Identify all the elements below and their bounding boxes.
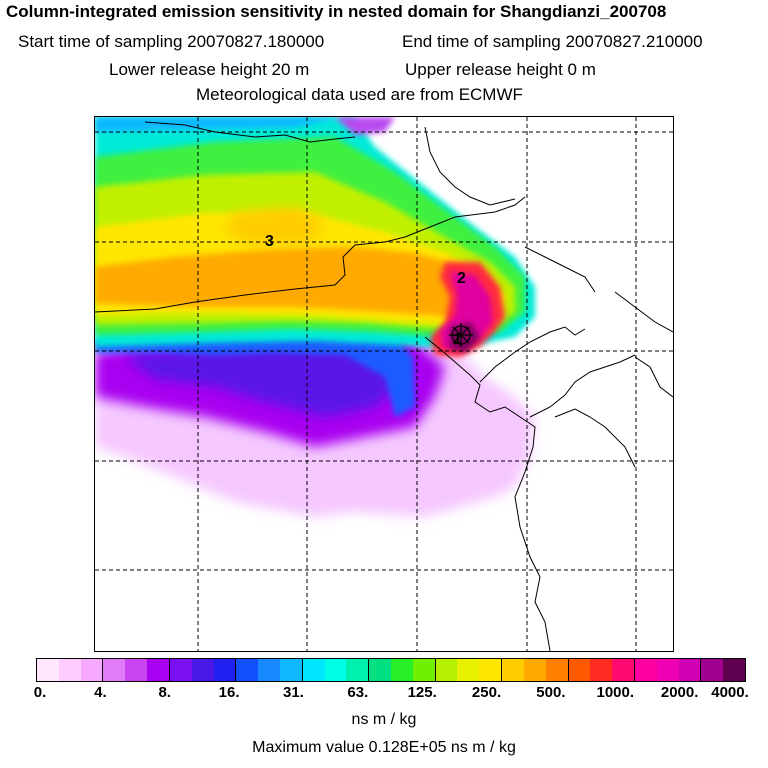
colorbar-tick-label: 8. [158,684,171,701]
colorbar-segment [612,659,634,681]
colorbar-segment [412,659,435,681]
receptor-label-1: 1 [453,331,462,348]
colorbar-segment [700,659,724,681]
colorbar-segment [723,659,745,681]
colorbar-segment [391,659,413,681]
colorbar-segment [80,659,103,681]
receptor-marker [449,323,473,347]
colorbar-segment [678,659,701,681]
colorbar-tick-label: 4000. [711,684,749,701]
colorbar-segment [457,659,480,681]
met-data-text: Meteorological data used are from ECMWF [196,85,523,104]
colorbar [36,658,746,682]
marker-label-3: 3 [265,233,274,250]
map-title: Column-integrated emission sensitivity i… [6,2,667,21]
colorbar-segment [279,659,302,681]
colorbar-tick-label: 2000. [660,684,699,701]
sensitivity-field [95,117,673,651]
lower-release-text: Lower release height 20 m [109,60,310,79]
colorbar-segment [258,659,280,681]
marker-label-2: 2 [457,270,466,287]
upper-release-text: Upper release height 0 m [405,60,596,79]
colorbar-segment [346,659,369,681]
start-time-text: Start time of sampling 20070827.180000 [18,32,325,51]
coastline [95,121,673,651]
colorbar-tick-label: 0. [33,684,47,701]
colorbar-segment [168,659,192,681]
colorbar-segment [656,659,679,681]
plume-dark-core [450,322,480,352]
colorbar-tick-label: 31. [283,684,304,701]
colorbar-tick-label: 1000. [596,684,635,701]
colorbar-segment [501,659,524,681]
colorbar-units: ns m / kg [351,711,417,728]
colorbar-segment [235,659,259,681]
colorbar-segment [147,659,169,681]
plume-light-blue-top [95,117,345,132]
colorbar-segment [102,659,126,681]
colorbar-segment [633,659,657,681]
colorbar-segment [590,659,613,681]
maximum-value-text: Maximum value 0.128E+05 ns m / kg [252,739,516,756]
colorbar-segment [545,659,568,681]
colorbar-segment [301,659,325,681]
colorbar-segment [191,659,214,681]
colorbar-segment [324,659,347,681]
colorbar-tick-label: 63. [347,684,369,701]
colorbar-segment [37,659,59,681]
plume-dark-purple [125,342,405,417]
plume-violet-crest [335,117,395,135]
colorbar-segment [434,659,458,681]
colorbar-segment [125,659,148,681]
sensitivity-map: 1 2 3 [94,116,674,652]
colorbar-segment [479,659,502,681]
colorbar-segment [213,659,236,681]
end-time-text: End time of sampling 20070827.210000 [402,32,703,51]
colorbar-tick-label: 16. [218,684,240,701]
plume-yellow-blob [225,207,325,245]
colorbar-tick-label: 250. [471,684,502,701]
colorbar-segment [368,659,391,681]
colorbar-segment [58,659,81,681]
colorbar-segment [523,659,546,681]
colorbar-tick-label: 500. [536,684,566,701]
colorbar-segment [567,659,591,681]
colorbar-tick-label: 4. [94,684,107,701]
colorbar-tick-label: 125. [407,684,437,701]
plume-orange-core [95,247,495,317]
